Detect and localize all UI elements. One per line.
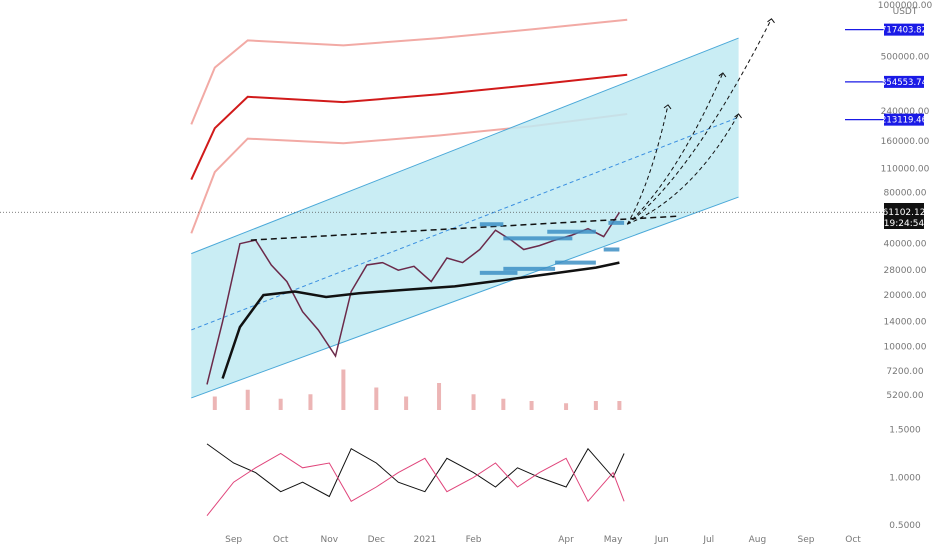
- volume-bar: [617, 401, 622, 410]
- target-badge: [884, 75, 924, 88]
- currency-label: USDT: [893, 7, 918, 17]
- volume-layer: [212, 369, 622, 410]
- range-bar: [479, 270, 518, 275]
- projection-path: [626, 104, 669, 225]
- time-tick-label: Jul: [702, 535, 714, 545]
- price-tick-label: 1000000.00: [878, 1, 932, 11]
- price-tick-label: 20000.00: [884, 291, 927, 301]
- current-price-label: 61102.12: [883, 208, 926, 218]
- channel-fill: [191, 38, 739, 398]
- volume-bar: [308, 394, 313, 410]
- time-tick-label: Dec: [368, 535, 385, 545]
- range-bar: [503, 236, 573, 241]
- range-bar: [479, 222, 504, 227]
- volume-bar: [245, 389, 250, 410]
- price-tick-label: 14000.00: [884, 318, 927, 328]
- projection-arrowhead: [767, 18, 775, 24]
- projection-arrowhead: [734, 113, 742, 119]
- time-tick-label: May: [604, 535, 623, 545]
- volume-bar: [212, 396, 217, 410]
- oscillator-tick-label: 0.5000: [889, 521, 921, 531]
- range-bar: [503, 266, 556, 271]
- price-tick-label: 40000.00: [884, 240, 927, 250]
- time-tick-label: Sep: [225, 535, 242, 545]
- volume-bar: [374, 387, 379, 410]
- ranges-layer: [479, 220, 625, 275]
- moving-average-line: [221, 261, 620, 379]
- volume-bar: [341, 369, 346, 410]
- time-tick-label: 2021: [413, 535, 436, 545]
- time-axis-layer: Sep Oct Nov Dec 2021 Feb Apr May Jun Jul Aug Sep Oct: [225, 535, 861, 545]
- upper-band-line: [190, 73, 628, 181]
- oscillator-tick-label: 1.0000: [889, 473, 921, 483]
- oscillator-line: [206, 443, 625, 498]
- upper-band-line: [190, 18, 628, 125]
- volume-bar: [404, 396, 409, 410]
- price-lines-layer: [0, 211, 884, 385]
- target-labels-layer: 717403.82 354553.74 213119.46: [845, 23, 927, 126]
- channel-layer: [191, 37, 739, 399]
- time-tick-label: Nov: [320, 535, 338, 545]
- price-line: [206, 211, 621, 385]
- price-tick-label: 5200.00: [886, 391, 923, 401]
- volume-bar: [593, 401, 598, 410]
- oscillator-line: [206, 452, 625, 517]
- projection-arrowhead: [718, 72, 727, 78]
- time-tick-label: Oct: [273, 535, 289, 545]
- range-bar: [547, 229, 596, 234]
- target-label: 717403.82: [881, 26, 927, 36]
- price-tick-label: 80000.00: [884, 188, 927, 198]
- volume-bar: [501, 398, 506, 410]
- projection-path: [627, 113, 740, 225]
- current-price-badge: [884, 203, 924, 229]
- channel-lower-line: [191, 196, 739, 399]
- projections-layer: [626, 18, 775, 225]
- time-tick-label: Aug: [749, 535, 767, 545]
- time-tick-label: Jun: [654, 535, 669, 545]
- volume-bar: [278, 398, 283, 410]
- channel-upper-line: [191, 37, 739, 255]
- resistance-line: [250, 215, 680, 241]
- range-bar: [603, 247, 620, 252]
- oscillator-tick-label: 1.5000: [889, 426, 921, 436]
- volume-bar: [529, 401, 534, 410]
- price-tick-label: 160000.00: [881, 137, 930, 147]
- time-tick-label: Sep: [798, 535, 815, 545]
- range-bar: [555, 260, 596, 265]
- volume-bar: [564, 403, 569, 410]
- price-tick-label: 10000.00: [884, 343, 927, 353]
- current-price-countdown: 19:24:54: [884, 219, 925, 229]
- time-tick-label: Oct: [845, 535, 861, 545]
- target-label: 354553.74: [881, 78, 927, 88]
- price-tick-label: 110000.00: [881, 165, 930, 175]
- target-badge: [884, 23, 924, 36]
- price-tick-label: 7200.00: [886, 367, 923, 377]
- projection-path: [626, 72, 724, 225]
- time-tick-label: Apr: [558, 535, 574, 545]
- projection-arrowhead: [663, 104, 672, 110]
- time-tick-label: Feb: [466, 535, 482, 545]
- current-price-layer: 61102.12 19:24:54: [883, 203, 926, 229]
- target-label: 213119.46: [881, 116, 927, 126]
- price-tick-label: 28000.00: [884, 266, 927, 276]
- volume-bar: [437, 383, 442, 410]
- price-axis-layer: USDT 1000000.00 500000.00 240000.00 160000.…: [878, 1, 932, 531]
- oscillator-layer: [206, 443, 625, 517]
- range-bar: [608, 220, 625, 225]
- target-badge: [884, 113, 924, 126]
- projection-path: [626, 18, 772, 225]
- price-tick-label: 500000.00: [881, 52, 930, 62]
- price-tick-label: 240000.00: [881, 107, 930, 117]
- volume-bar: [471, 394, 476, 410]
